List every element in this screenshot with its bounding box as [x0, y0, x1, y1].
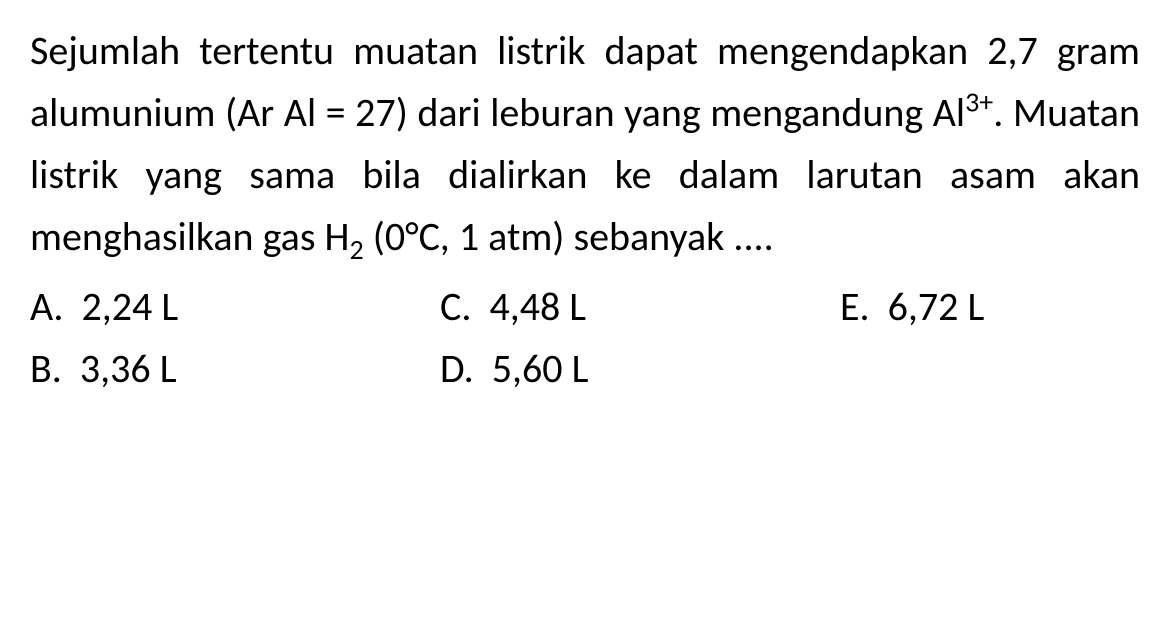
option-e-letter: E. [840, 276, 870, 338]
options-container: A. 2,24 L C. 4,48 L E. 6,72 L B. 3,36 L … [30, 276, 1140, 400]
option-c-value: 4,48 L [489, 276, 586, 338]
option-row-2: B. 3,36 L D. 5,60 L [30, 338, 1140, 400]
option-a: A. 2,24 L [30, 276, 440, 338]
option-b-letter: B. [30, 338, 62, 400]
option-e-value: 6,72 L [888, 276, 985, 338]
question-part-3: (0°C, 1 atm) sebanyak .... [364, 212, 774, 261]
option-b-value: 3,36 L [80, 338, 177, 400]
option-b: B. 3,36 L [30, 338, 440, 400]
option-c-letter: C. [440, 276, 471, 338]
question-part-1: Sejumlah tertentu muatan listrik dapat m… [30, 26, 1140, 137]
option-d-value: 5,60 L [492, 338, 589, 400]
subscript-h2: 2 [349, 232, 363, 267]
option-row-1: A. 2,24 L C. 4,48 L E. 6,72 L [30, 276, 1140, 338]
option-c: C. 4,48 L [440, 276, 840, 338]
option-a-letter: A. [30, 276, 63, 338]
question-text: Sejumlah tertentu muatan listrik dapat m… [30, 20, 1140, 268]
superscript-charge: 3+ [965, 85, 993, 120]
option-d-letter: D. [440, 338, 474, 400]
option-a-value: 2,24 L [81, 276, 178, 338]
option-e: E. 6,72 L [840, 276, 1140, 338]
option-d: D. 5,60 L [440, 338, 840, 400]
